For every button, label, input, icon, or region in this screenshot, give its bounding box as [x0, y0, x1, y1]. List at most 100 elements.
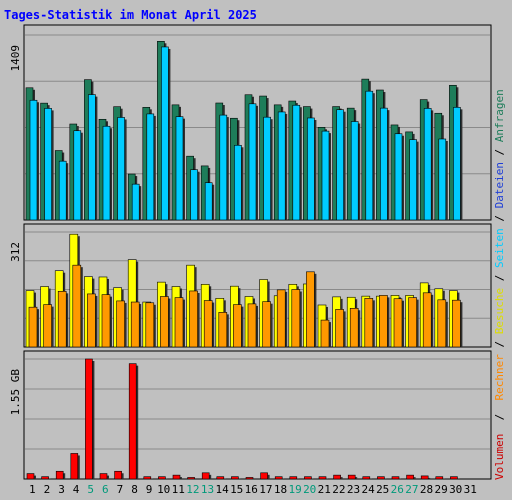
- bar-rechner-face: [130, 301, 140, 348]
- bar-volumen-face: [377, 476, 385, 480]
- bar-seiten-face: [204, 182, 213, 221]
- panel-visits: 312: [9, 223, 492, 348]
- bar-rechner: [349, 307, 361, 348]
- bar-volumen: [347, 474, 358, 480]
- x-tick-label: 25: [376, 483, 389, 496]
- bar-rechner-face: [422, 292, 432, 348]
- x-tick-label: 2: [44, 483, 51, 496]
- bar-seiten-face: [365, 90, 374, 221]
- bar-seiten-face: [453, 107, 461, 221]
- bar-rechner-face: [379, 295, 388, 348]
- bar-volumen-face: [260, 472, 268, 480]
- legend-volumen: Volumen: [493, 434, 506, 480]
- bar-seiten-face: [350, 121, 359, 221]
- bar-volumen-face: [304, 476, 312, 480]
- bar-seiten-face: [307, 117, 315, 221]
- bar-volumen-face: [187, 477, 195, 480]
- bar-volumen-face: [128, 363, 137, 480]
- panel-requests: 1409: [9, 24, 492, 221]
- bar-seiten: [423, 108, 434, 221]
- bar-rechner-face: [43, 304, 52, 348]
- bar-seiten: [336, 109, 346, 221]
- x-tick-label: 14: [215, 483, 229, 496]
- bar-seiten: [175, 116, 185, 221]
- bar-rechner: [72, 264, 83, 348]
- x-tick-label: 26: [391, 483, 404, 496]
- bar-volumen: [304, 476, 314, 480]
- x-tick-label: 19: [288, 483, 301, 496]
- bar-seiten-face: [394, 133, 403, 221]
- bar-rechner-face: [247, 303, 257, 348]
- x-tick-label: 29: [434, 483, 447, 496]
- bar-volumen-face: [143, 476, 152, 480]
- bar-seiten: [102, 125, 112, 221]
- bar-volumen-face: [114, 470, 122, 480]
- bar-volumen: [41, 476, 51, 480]
- bar-rechner-face: [408, 297, 417, 348]
- chart-panels: 1409 312 1.55 GB: [9, 24, 492, 480]
- x-axis-day-labels: 1 2 3 4 5 6 7 8 9 10 11 12 13 14 15 16 17 18 19 20 21 22 23 24 2…: [29, 483, 477, 496]
- bar-seiten-face: [117, 117, 125, 221]
- bar-volumen: [187, 477, 195, 480]
- bar-seiten-face: [219, 114, 228, 221]
- legend-besuche: Besuche: [493, 288, 506, 334]
- x-tick-label: 12: [186, 483, 199, 496]
- bar-rechner: [393, 298, 404, 348]
- bar-rechner-face: [452, 299, 461, 348]
- bar-rechner: [408, 297, 419, 348]
- bar-rechner: [291, 289, 302, 348]
- x-tick-label: 6: [102, 483, 109, 496]
- bar-volumen: [216, 476, 226, 480]
- legend-separator: /: [493, 268, 506, 281]
- bar-volumen-face: [362, 476, 371, 480]
- bar-rechner-face: [203, 300, 213, 348]
- x-tick-label: 20: [303, 483, 316, 496]
- legend-dateien: Dateien: [493, 162, 506, 208]
- bar-rechner: [174, 297, 185, 348]
- bar-volumen: [435, 476, 445, 480]
- bar-volumen-face: [435, 476, 444, 480]
- bar-volumen: [245, 477, 254, 480]
- bar-volumen-face: [450, 476, 458, 480]
- bar-rechner: [452, 299, 463, 348]
- bar-volumen: [318, 476, 328, 480]
- bar-rechner: [262, 301, 273, 348]
- bar-rechner-face: [189, 290, 198, 348]
- bar-volumen-face: [318, 476, 327, 480]
- bar-rechner-face: [160, 296, 169, 348]
- bar-seiten: [29, 99, 39, 221]
- bar-seiten-face: [321, 130, 330, 221]
- bar-volumen-face: [406, 474, 414, 480]
- legend-separator: /: [493, 208, 506, 221]
- bar-rechner: [437, 299, 448, 348]
- x-tick-label: 13: [201, 483, 214, 496]
- x-tick-label: 24: [361, 483, 375, 496]
- bar-rechner: [87, 293, 98, 348]
- bar-seiten-face: [73, 130, 82, 221]
- bar-rechner-face: [116, 300, 125, 348]
- bar-seiten-face: [234, 144, 242, 221]
- bar-volumen-face: [391, 476, 400, 480]
- legend-anfragen: Anfragen: [493, 89, 506, 142]
- bar-rechner-face: [57, 291, 67, 348]
- bar-seiten: [380, 107, 390, 221]
- bar-rechner: [335, 309, 346, 348]
- bar-seiten: [131, 183, 142, 221]
- chart-title: Tages-Statistik im Monat April 2025: [4, 8, 257, 22]
- x-tick-label: 9: [146, 483, 153, 496]
- bar-seiten-face: [146, 113, 155, 221]
- y-max-label: 1409: [9, 45, 22, 72]
- bar-seiten: [365, 90, 375, 221]
- bar-volumen: [201, 472, 212, 480]
- bar-volumen: [420, 475, 431, 480]
- bar-seiten: [307, 117, 317, 221]
- x-tick-label: 7: [117, 483, 124, 496]
- vertical-legend: Volumen / Rechner / Besuche / Seiten / D…: [493, 89, 506, 480]
- x-tick-label: 22: [332, 483, 345, 496]
- bar-rechner: [218, 312, 229, 348]
- legend-seiten: Seiten: [493, 228, 506, 268]
- bar-rechner: [145, 302, 156, 348]
- bar-volumen: [274, 476, 285, 480]
- bar-volumen: [158, 476, 168, 480]
- bar-rechner-face: [233, 304, 242, 348]
